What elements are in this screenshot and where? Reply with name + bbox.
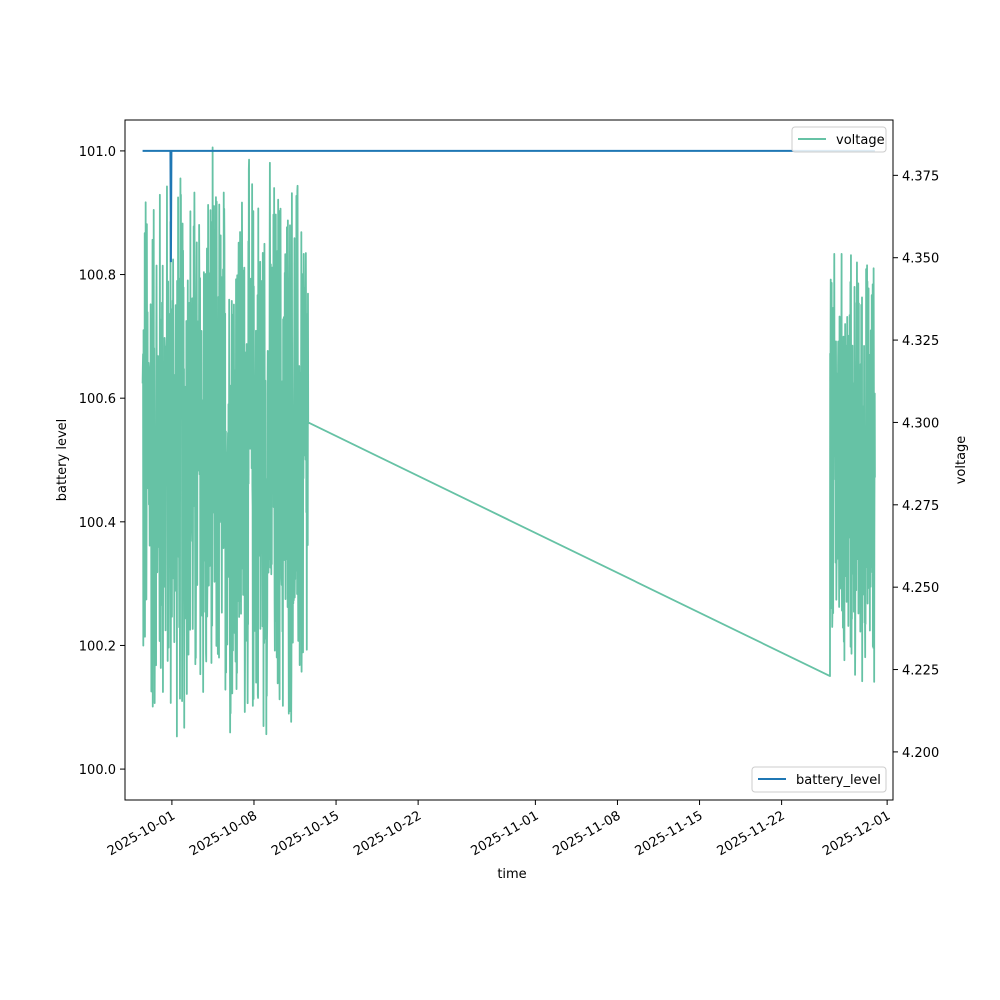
- x-axis-title: time: [497, 867, 526, 882]
- battery-series-layer: [142, 149, 875, 263]
- legend-voltage-box: [791, 126, 887, 153]
- legend-voltage: voltage: [791, 126, 887, 153]
- legend-voltage-label: voltage: [836, 133, 885, 148]
- legend-battery-level-label: battery_level: [796, 773, 881, 788]
- y-right-tick-label: 4.200: [902, 746, 939, 761]
- y-left-tick-label: 101.0: [79, 145, 116, 160]
- y-left-tick-label: 100.8: [79, 269, 116, 284]
- y-left-tick-label: 100.0: [79, 763, 116, 778]
- y-right-tick-label: 4.225: [902, 664, 939, 679]
- y-left-tick-label: 100.4: [79, 516, 116, 531]
- y-right-tick-label: 4.350: [902, 252, 939, 267]
- legend-battery-level: battery_level: [751, 766, 887, 793]
- y-right-tick-label: 4.375: [902, 169, 939, 184]
- y-left-tick-label: 100.6: [79, 392, 116, 407]
- y-right-tick-label: 4.300: [902, 416, 939, 431]
- voltage-line: [141, 146, 876, 738]
- y-left-tick-label: 100.2: [79, 639, 116, 654]
- y-right-tick-label: 4.250: [902, 581, 939, 596]
- y-right-tick-label: 4.325: [902, 334, 939, 349]
- y-axis-right-title: voltage: [954, 436, 969, 485]
- y-axis-left: 100.0 100.2 100.4 100.6 100.8 101.0: [79, 145, 125, 778]
- voltage-series-layer: [141, 146, 876, 738]
- y-right-tick-label: 4.275: [902, 499, 939, 514]
- battery-level-line: [142, 149, 875, 263]
- legend-battery-level-box: [751, 766, 887, 793]
- plot-frame: [124, 119, 894, 801]
- y-axis-right: 4.200 4.225 4.250 4.275 4.300 4.325 4.350 4.375: [893, 169, 939, 761]
- y-axis-left-title: battery level: [55, 419, 70, 502]
